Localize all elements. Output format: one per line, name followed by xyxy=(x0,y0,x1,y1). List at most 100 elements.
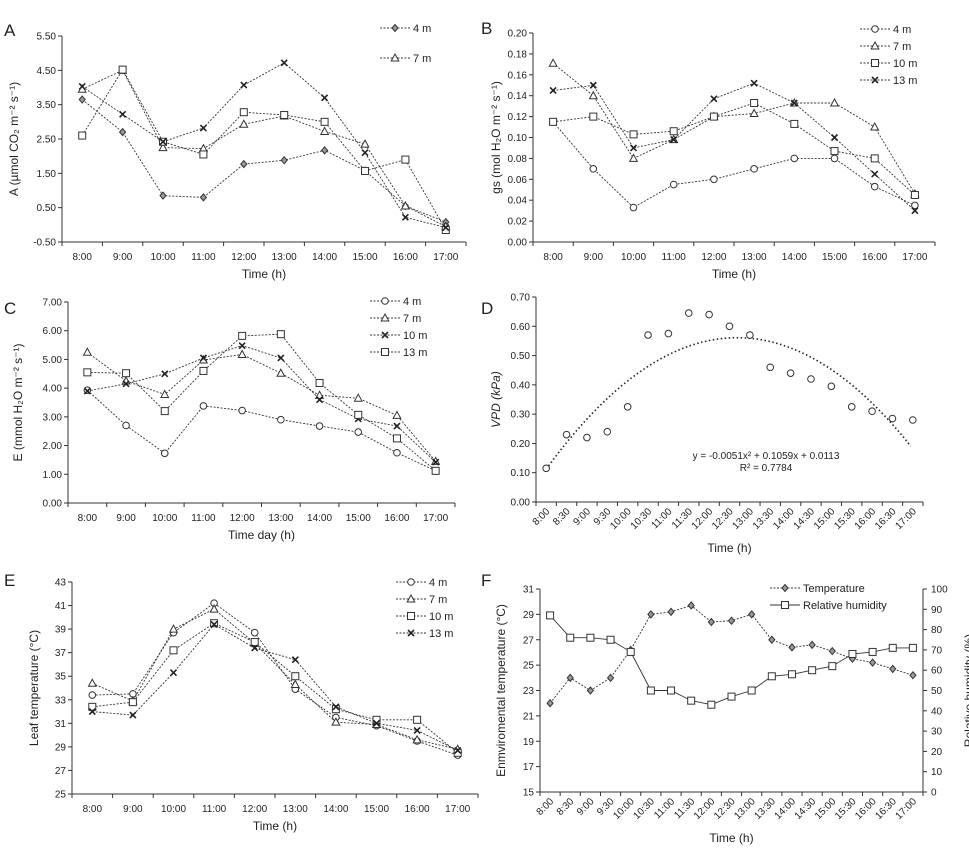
panel-e: E 25 27 29 31 33 35 37 39 41 43 8:00 9:00 10:00 11:00 1… xyxy=(4,571,479,833)
y-tick-label: 29 xyxy=(55,742,67,753)
y-tick-label: 1.50 xyxy=(37,169,57,180)
series-10-m xyxy=(549,99,919,199)
circle-marker xyxy=(122,421,130,430)
y-tick-label: 1.00 xyxy=(43,470,63,481)
x-tick-label: 11:00 xyxy=(202,804,227,815)
x-tick-label: 12:00 xyxy=(690,506,716,532)
legend-label: 7 m xyxy=(413,53,431,65)
x-tick-label: 10:00 xyxy=(608,506,634,532)
y2-tick-label: 80 xyxy=(931,625,943,636)
y-tick-label: 5.00 xyxy=(43,355,63,366)
square-marker xyxy=(78,131,87,140)
x-marker xyxy=(871,76,879,84)
square-marker xyxy=(589,112,598,121)
y-tick-label: 25 xyxy=(55,790,67,801)
triangle-marker xyxy=(870,122,880,131)
diamond-marker xyxy=(320,146,329,155)
panel-label: B xyxy=(481,19,492,38)
x-marker xyxy=(169,669,178,677)
x-tick-label: 14:00 xyxy=(312,252,337,263)
legend-item: 10 m xyxy=(860,58,917,70)
circle-marker xyxy=(827,382,836,391)
diamond-marker xyxy=(909,671,917,680)
x-marker xyxy=(871,170,879,178)
trendline xyxy=(545,336,912,470)
series-7-m xyxy=(87,604,463,753)
legend-item: 7 m xyxy=(396,593,447,606)
x-tick-label: 11:30 xyxy=(670,506,695,531)
x-tick-label: 15:30 xyxy=(832,506,858,532)
square-marker xyxy=(392,434,401,443)
x-marker xyxy=(401,213,409,221)
x-tick-label: 8:00 xyxy=(83,804,103,815)
circle-marker xyxy=(847,403,856,411)
circle-marker xyxy=(407,578,415,586)
square-marker xyxy=(413,715,422,724)
legend-item: 13 m xyxy=(370,347,427,359)
x-tick-label: 13:00 xyxy=(731,506,757,532)
x-tick-label: 12:00 xyxy=(692,796,718,822)
x-tick-label: 17:00 xyxy=(902,252,927,263)
x-tick-label: 8:00 xyxy=(543,252,563,263)
y-tick-label: 31 xyxy=(523,585,535,596)
square-marker xyxy=(250,638,259,647)
x-tick-label: 8:00 xyxy=(535,796,557,818)
x-marker xyxy=(372,719,381,727)
x-tick-label: 8:00 xyxy=(78,513,98,524)
x-tick-label: 13:00 xyxy=(272,252,297,263)
x-tick-label: 17:00 xyxy=(894,796,920,822)
triangle-marker xyxy=(168,624,179,633)
x-marker xyxy=(321,94,329,102)
x-tick-label: 9:00 xyxy=(123,804,143,815)
series-line xyxy=(87,333,436,472)
triangle-marker xyxy=(290,679,300,688)
panel-label: E xyxy=(4,571,15,590)
y-tick-label: 27 xyxy=(523,635,535,646)
square-marker xyxy=(830,147,839,156)
diamond-marker xyxy=(159,191,167,200)
circle-marker xyxy=(786,369,795,377)
y-tick-label: 29 xyxy=(523,610,535,621)
square-marker xyxy=(709,112,718,121)
legend-item: 4 m xyxy=(370,296,421,308)
panel-c: C 0.00 1.00 2.00 3.00 4.00 5.00 6.00 7.00 8:00 9:0… xyxy=(4,296,456,542)
series-relative-humidity xyxy=(546,611,917,709)
square-marker xyxy=(870,154,879,163)
diamond-marker xyxy=(828,646,836,656)
x-marker xyxy=(393,422,401,430)
panel-label: D xyxy=(481,299,493,318)
legend-item: 4 m xyxy=(396,577,447,589)
y2-tick-label: 40 xyxy=(931,706,943,717)
x-tick-label: 16:30 xyxy=(873,506,899,532)
series-4-m xyxy=(549,118,919,212)
legend-item: Temperature xyxy=(770,583,865,595)
x-marker xyxy=(790,99,798,107)
y-axis-label: Enmviromental temperature (°C) xyxy=(494,604,508,777)
x-marker xyxy=(670,136,678,144)
y-tick-label: 0.00 xyxy=(511,498,531,509)
legend-item: 10 m xyxy=(396,611,453,623)
x-tick-label: 16:00 xyxy=(853,796,879,822)
y2-tick-label: 20 xyxy=(931,747,943,758)
x-tick-label: 10:00 xyxy=(611,796,637,822)
diamond-marker xyxy=(727,616,736,625)
x-marker xyxy=(83,387,91,395)
triangle-marker xyxy=(392,410,402,419)
circle-marker xyxy=(705,310,713,319)
x-tick-label: 16:30 xyxy=(873,796,899,822)
x-axis-label: Time (h) xyxy=(712,267,756,281)
square-marker xyxy=(280,110,289,119)
square-marker xyxy=(910,190,919,199)
square-marker xyxy=(431,466,440,475)
y2-tick-label: 70 xyxy=(931,645,943,656)
circle-marker xyxy=(684,309,693,317)
x-tick-label: 17:00 xyxy=(893,506,919,532)
square-marker xyxy=(808,666,817,675)
y2-tick-label: 10 xyxy=(931,767,943,778)
series-line xyxy=(553,82,916,212)
x-tick-label: 11:00 xyxy=(662,252,687,263)
legend-label: 4 m xyxy=(893,24,911,36)
x-tick-label: 10:00 xyxy=(150,252,175,263)
y-tick-label: 0.20 xyxy=(511,439,531,450)
circle-marker xyxy=(583,433,591,442)
